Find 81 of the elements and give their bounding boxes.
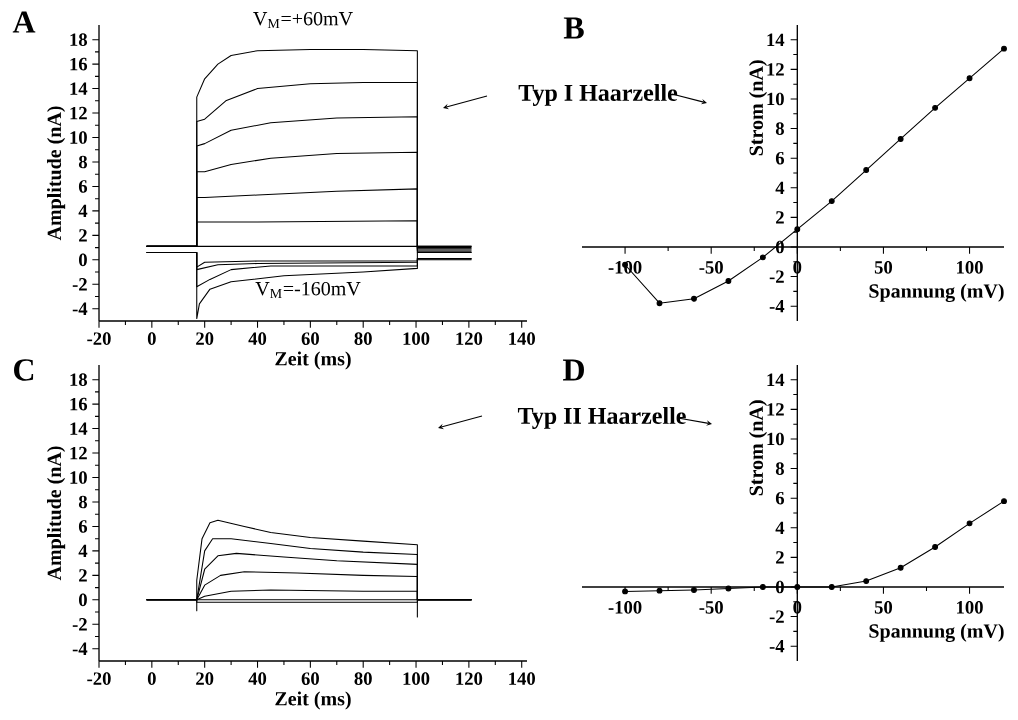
x-tick-label: -100 <box>608 601 642 614</box>
x-tick-label: 100 <box>403 332 430 345</box>
x-tick-label: -20 <box>87 672 111 685</box>
y-tick-label: 16 <box>70 397 88 411</box>
x-axis-title: Spannung (mV) <box>869 283 1004 303</box>
y-tick-label: 10 <box>70 471 87 484</box>
y-tick-label: 8 <box>78 155 88 169</box>
y-tick-label: -4 <box>72 302 88 315</box>
y-tick-label: 6 <box>78 520 88 533</box>
y-tick-label: 14 <box>767 33 785 46</box>
y-tick-label: 14 <box>767 373 785 386</box>
y-tick-label: 12 <box>70 446 87 460</box>
x-tick-label: 120 <box>456 672 483 685</box>
annotation: V$_{M}$=-160mV <box>255 281 361 299</box>
x-tick-label: 40 <box>248 332 267 345</box>
y-axis-title: Amplitude (nA) <box>47 106 66 241</box>
y-tick-label: 2 <box>79 569 87 582</box>
x-tick-label: 100 <box>957 601 983 614</box>
x-tick-label: 20 <box>196 332 214 345</box>
x-tick-label: 80 <box>354 672 372 685</box>
y-tick-label: 8 <box>775 462 784 475</box>
y-axis-title: Amplitude (nA) <box>47 446 66 581</box>
y-tick-label: 4 <box>775 521 785 534</box>
x-tick-label: 100 <box>403 672 430 685</box>
y-tick-label: 6 <box>78 180 88 193</box>
x-tick-label: 20 <box>196 672 214 685</box>
x-tick-label: 0 <box>147 672 156 685</box>
y-tick-label: -2 <box>769 610 784 623</box>
y-tick-label: 2 <box>776 551 784 564</box>
x-tick-label: -20 <box>87 332 111 345</box>
x-axis-title: Zeit (ms) <box>275 351 351 370</box>
annotation: V$_{M}$=+60mV <box>253 11 353 29</box>
y-tick-label: 10 <box>767 432 784 446</box>
x-tick-label: 40 <box>248 672 267 685</box>
y-tick-label: 14 <box>70 422 88 435</box>
x-tick-label: 60 <box>301 672 319 685</box>
y-axis-title: Strom (nA) <box>748 60 768 156</box>
x-tick-label: 60 <box>301 332 319 345</box>
y-tick-label: 4 <box>775 181 785 194</box>
y-tick-label: 12 <box>767 63 784 76</box>
annotation: B <box>563 17 584 39</box>
annotation: D <box>563 359 584 381</box>
y-tick-label: -2 <box>72 278 87 291</box>
x-tick-label: 80 <box>354 332 372 345</box>
y-tick-label: 14 <box>70 82 88 95</box>
y-axis-title: Strom (nA) <box>748 400 768 496</box>
y-tick-label: 8 <box>775 122 784 135</box>
y-tick-label: -2 <box>769 270 784 283</box>
x-tick-label: 140 <box>509 672 535 685</box>
y-tick-label: 6 <box>775 151 785 165</box>
x-tick-label: 120 <box>456 332 483 345</box>
x-axis-title: Zeit (ms) <box>275 691 351 710</box>
x-tick-label: -50 <box>699 261 723 274</box>
y-tick-label: -4 <box>769 640 785 653</box>
annotation: Typ II Haarzelle <box>517 407 686 429</box>
x-tick-label: 50 <box>874 261 893 274</box>
y-tick-label: 18 <box>70 373 88 386</box>
y-tick-label: 4 <box>78 544 88 558</box>
annotation: Typ I Haarzelle <box>518 84 678 106</box>
text: A <box>12 11 36 33</box>
y-tick-label: 10 <box>767 92 784 106</box>
y-tick-label: 6 <box>775 491 785 505</box>
y-tick-label: -4 <box>72 642 88 655</box>
y-tick-label: 8 <box>78 495 88 509</box>
y-tick-label: -2 <box>72 618 87 631</box>
y-tick-label: 4 <box>78 204 88 218</box>
x-tick-label: 50 <box>874 601 893 614</box>
y-tick-label: 2 <box>79 229 87 242</box>
y-tick-label: 12 <box>767 403 784 416</box>
y-tick-label: -4 <box>769 300 785 313</box>
x-axis-title: Spannung (mV) <box>869 623 1004 643</box>
y-tick-label: 2 <box>776 211 784 224</box>
x-tick-label: 140 <box>509 332 535 345</box>
y-tick-label: 18 <box>70 33 88 46</box>
x-tick-label: 0 <box>147 332 156 345</box>
text: C <box>14 359 34 381</box>
y-tick-label: 12 <box>70 106 87 120</box>
x-tick-label: -50 <box>699 601 723 614</box>
y-tick-label: 10 <box>70 131 87 144</box>
x-tick-label: 100 <box>957 261 983 274</box>
y-tick-label: 16 <box>70 57 88 71</box>
